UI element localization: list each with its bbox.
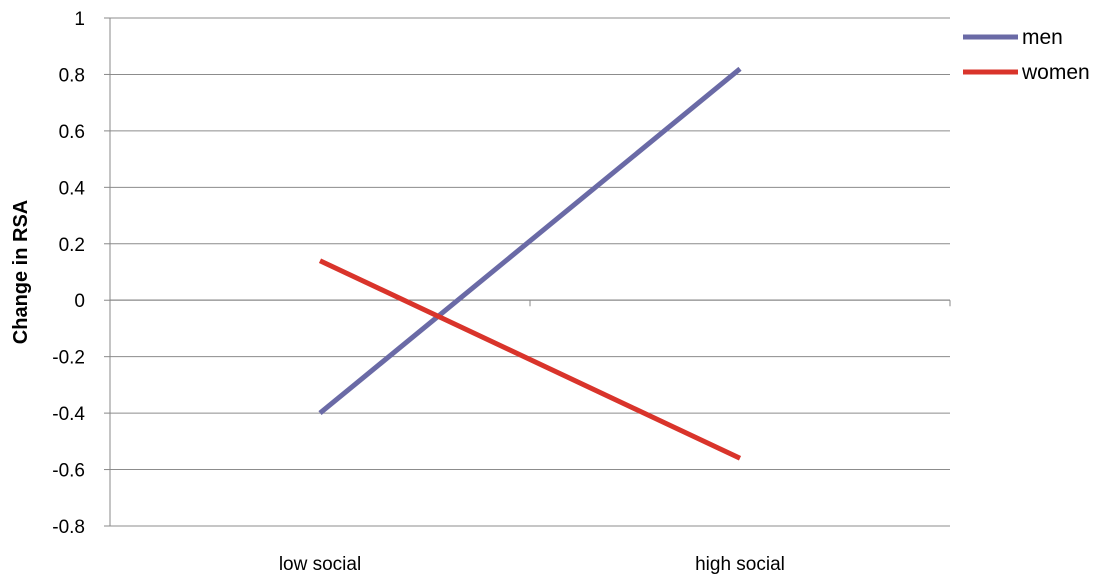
x-tick-label: low social (279, 554, 361, 575)
y-tick-label: 0 (74, 291, 85, 312)
series-line-men (318, 66, 742, 416)
y-tick-label: 0.4 (59, 178, 86, 199)
axes (109, 18, 950, 526)
y-tick-labels: 1 0.8 0.6 0.4 0.2 0 -0.2 -0.4 -0.6 -0.8 (52, 9, 85, 538)
y-tick-label: 0.2 (59, 235, 85, 256)
legend-label-women: women (1021, 61, 1090, 84)
y-tick-label: 1 (74, 9, 85, 30)
series-line-women (318, 258, 742, 461)
y-axis-title: Change in RSA (10, 200, 32, 344)
legend: men women (963, 26, 1090, 84)
y-tick-label: -0.4 (52, 404, 85, 425)
legend-label-men: men (1022, 26, 1063, 49)
y-tick-label: -0.2 (52, 348, 85, 369)
series-lines (318, 66, 742, 461)
y-tick-label: 0.6 (59, 122, 85, 143)
x-tick-labels: low social high social (279, 554, 785, 575)
x-tick-label: high social (695, 554, 785, 575)
y-tick-label: -0.6 (52, 461, 85, 482)
gridlines (104, 17, 951, 527)
y-tick-label: 0.8 (59, 65, 85, 86)
y-tick-label: -0.8 (52, 517, 85, 538)
